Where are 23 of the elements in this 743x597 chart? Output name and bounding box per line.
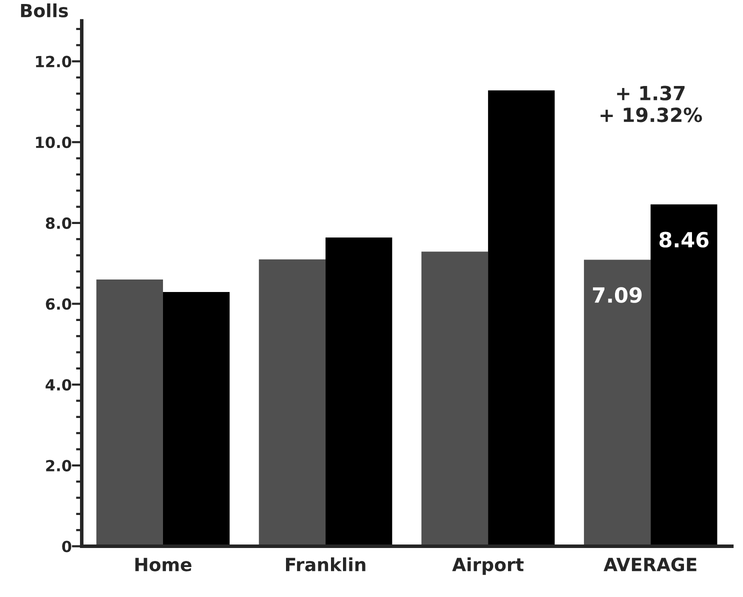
y-tick-label: 2.0	[46, 460, 72, 472]
bar	[258, 259, 326, 546]
x-tick-label: AVERAGE	[604, 558, 696, 572]
y-tick-label: 10.0	[36, 136, 72, 148]
y-tick-label: 12.0	[36, 56, 72, 68]
y-tick-label: 0	[62, 540, 72, 552]
y-tick-label: 6.0	[46, 298, 72, 310]
bar	[326, 238, 392, 546]
y-axis-title: Bolls	[21, 3, 68, 18]
bar	[488, 90, 555, 546]
x-tick-label: Home	[135, 558, 192, 572]
bar	[584, 260, 651, 546]
bar	[96, 280, 163, 546]
bar	[421, 252, 488, 546]
x-tick-label: Airport	[452, 557, 524, 575]
y-tick-label: 4.0	[46, 379, 72, 391]
data-label: 7.09	[592, 287, 642, 303]
bar	[650, 204, 718, 546]
x-tick-label: Franklin	[286, 557, 366, 572]
annotation: + 1.37 + 19.32%	[600, 86, 702, 122]
data-label: 8.46	[659, 232, 708, 248]
bar	[162, 292, 230, 546]
y-tick-label: 8.0	[46, 217, 72, 229]
